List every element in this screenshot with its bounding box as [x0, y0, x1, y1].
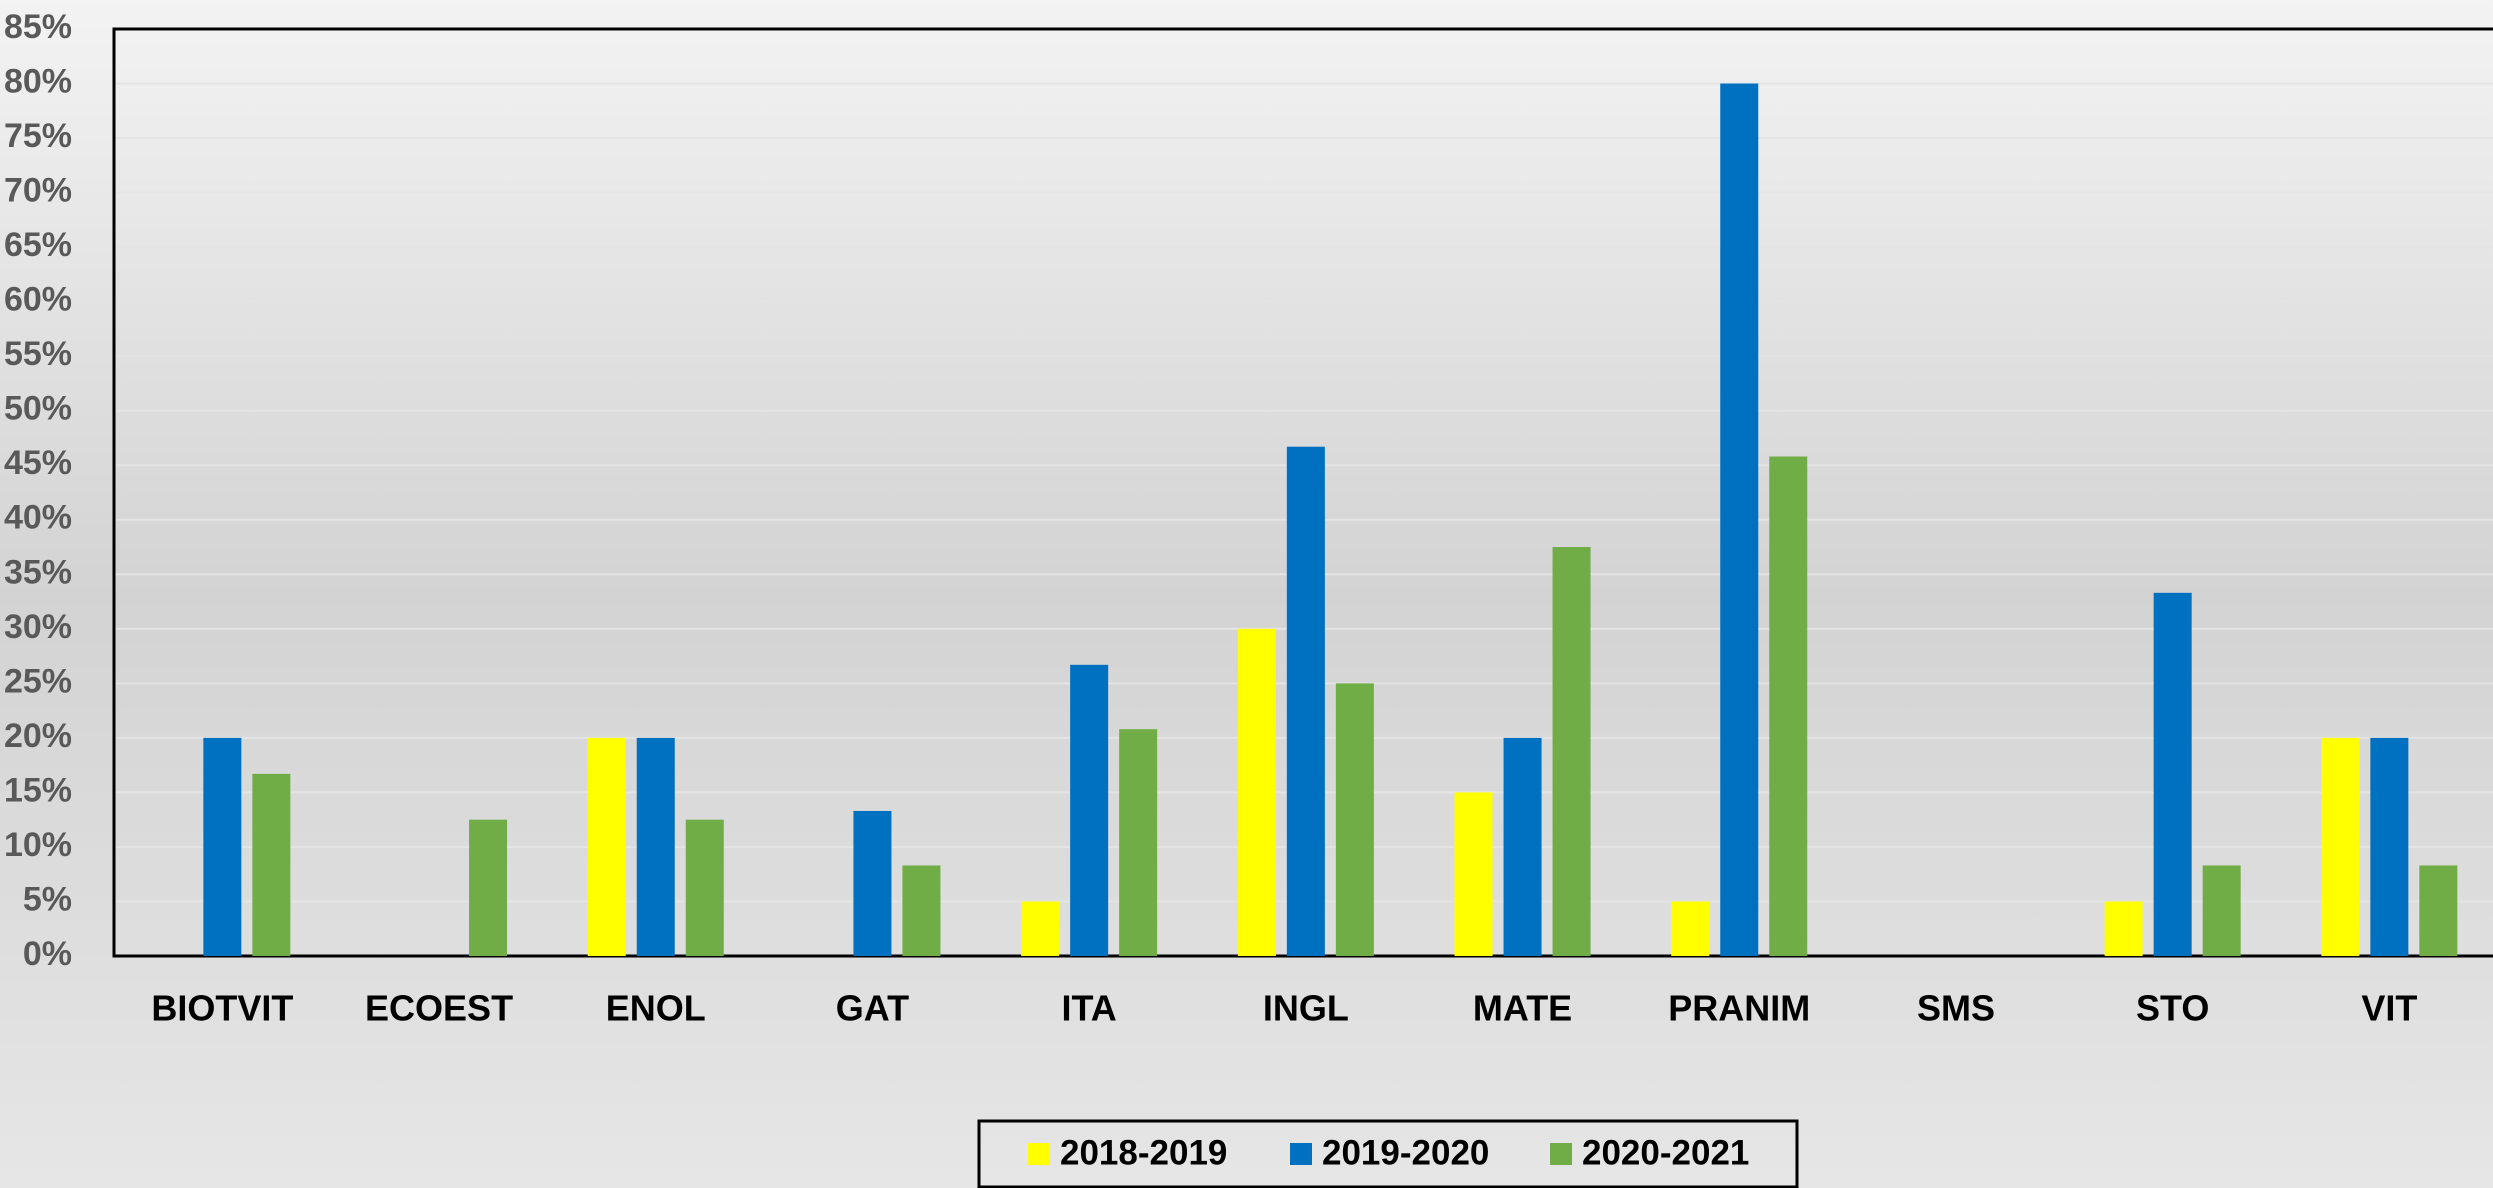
- x-tick-label: STO: [2136, 988, 2209, 1029]
- legend-label: 2019-2020: [1322, 1133, 1489, 1172]
- y-tick-label: 0%: [23, 935, 72, 973]
- y-tick-label: 20%: [4, 717, 72, 755]
- bar: [1552, 547, 1591, 956]
- bar: [2370, 737, 2409, 956]
- bar: [1070, 664, 1109, 956]
- bar: [2153, 592, 2192, 956]
- y-tick-label: 5%: [23, 880, 72, 918]
- bar: [252, 773, 291, 956]
- x-tick-label: VIT: [2361, 988, 2417, 1029]
- y-tick-label: 50%: [4, 390, 72, 428]
- legend-label: 2018-2019: [1060, 1133, 1227, 1172]
- legend-swatch: [1028, 1143, 1050, 1165]
- bar: [636, 737, 675, 956]
- legend-label: 2020-2021: [1582, 1133, 1749, 1172]
- bar: [685, 819, 724, 956]
- legend-swatch: [1550, 1143, 1572, 1165]
- x-tick-label: SMS: [1917, 988, 1995, 1029]
- x-tick-label: PRANIM: [1668, 988, 1810, 1029]
- bar: [1237, 628, 1276, 956]
- bar: [587, 737, 626, 956]
- y-tick-label: 10%: [4, 826, 72, 864]
- bar: [469, 819, 508, 956]
- y-tick-label: 65%: [4, 226, 72, 264]
- bar: [2419, 865, 2458, 956]
- bar: [853, 810, 892, 956]
- x-tick-label: ECOEST: [365, 988, 513, 1029]
- bar: [1286, 446, 1325, 956]
- bar: [1021, 901, 1060, 956]
- bar: [1671, 901, 1710, 956]
- bar: [1769, 456, 1808, 956]
- x-tick-label: ITA: [1061, 988, 1116, 1029]
- bar: [902, 865, 941, 956]
- y-tick-label: 40%: [4, 499, 72, 537]
- bar: [2321, 737, 2360, 956]
- bar: [1720, 83, 1759, 956]
- bar: [203, 737, 242, 956]
- x-tick-label: ENOL: [606, 988, 706, 1029]
- bar: [2104, 901, 2143, 956]
- bar: [1335, 683, 1374, 956]
- y-tick-label: 35%: [4, 553, 72, 591]
- y-tick-label: 25%: [4, 662, 72, 700]
- y-tick-label: 60%: [4, 281, 72, 319]
- x-tick-label: GAT: [836, 988, 909, 1029]
- legend-box: [977, 1119, 1799, 1188]
- bar: [1454, 792, 1493, 956]
- bar: [1503, 737, 1542, 956]
- y-tick-label: 85%: [4, 8, 72, 46]
- y-tick-label: 70%: [4, 172, 72, 210]
- x-tick-label: INGL: [1263, 988, 1349, 1029]
- y-tick-label: 15%: [4, 771, 72, 809]
- x-tick-label: BIOTVIT: [151, 988, 293, 1029]
- y-tick-label: 75%: [4, 117, 72, 155]
- y-tick-label: 55%: [4, 335, 72, 373]
- legend-swatch: [1290, 1143, 1312, 1165]
- x-tick-label: MATE: [1473, 988, 1572, 1029]
- bar: [1119, 729, 1158, 956]
- y-tick-label: 80%: [4, 63, 72, 101]
- bar: [2202, 865, 2241, 956]
- y-tick-label: 30%: [4, 608, 72, 646]
- y-tick-label: 45%: [4, 444, 72, 482]
